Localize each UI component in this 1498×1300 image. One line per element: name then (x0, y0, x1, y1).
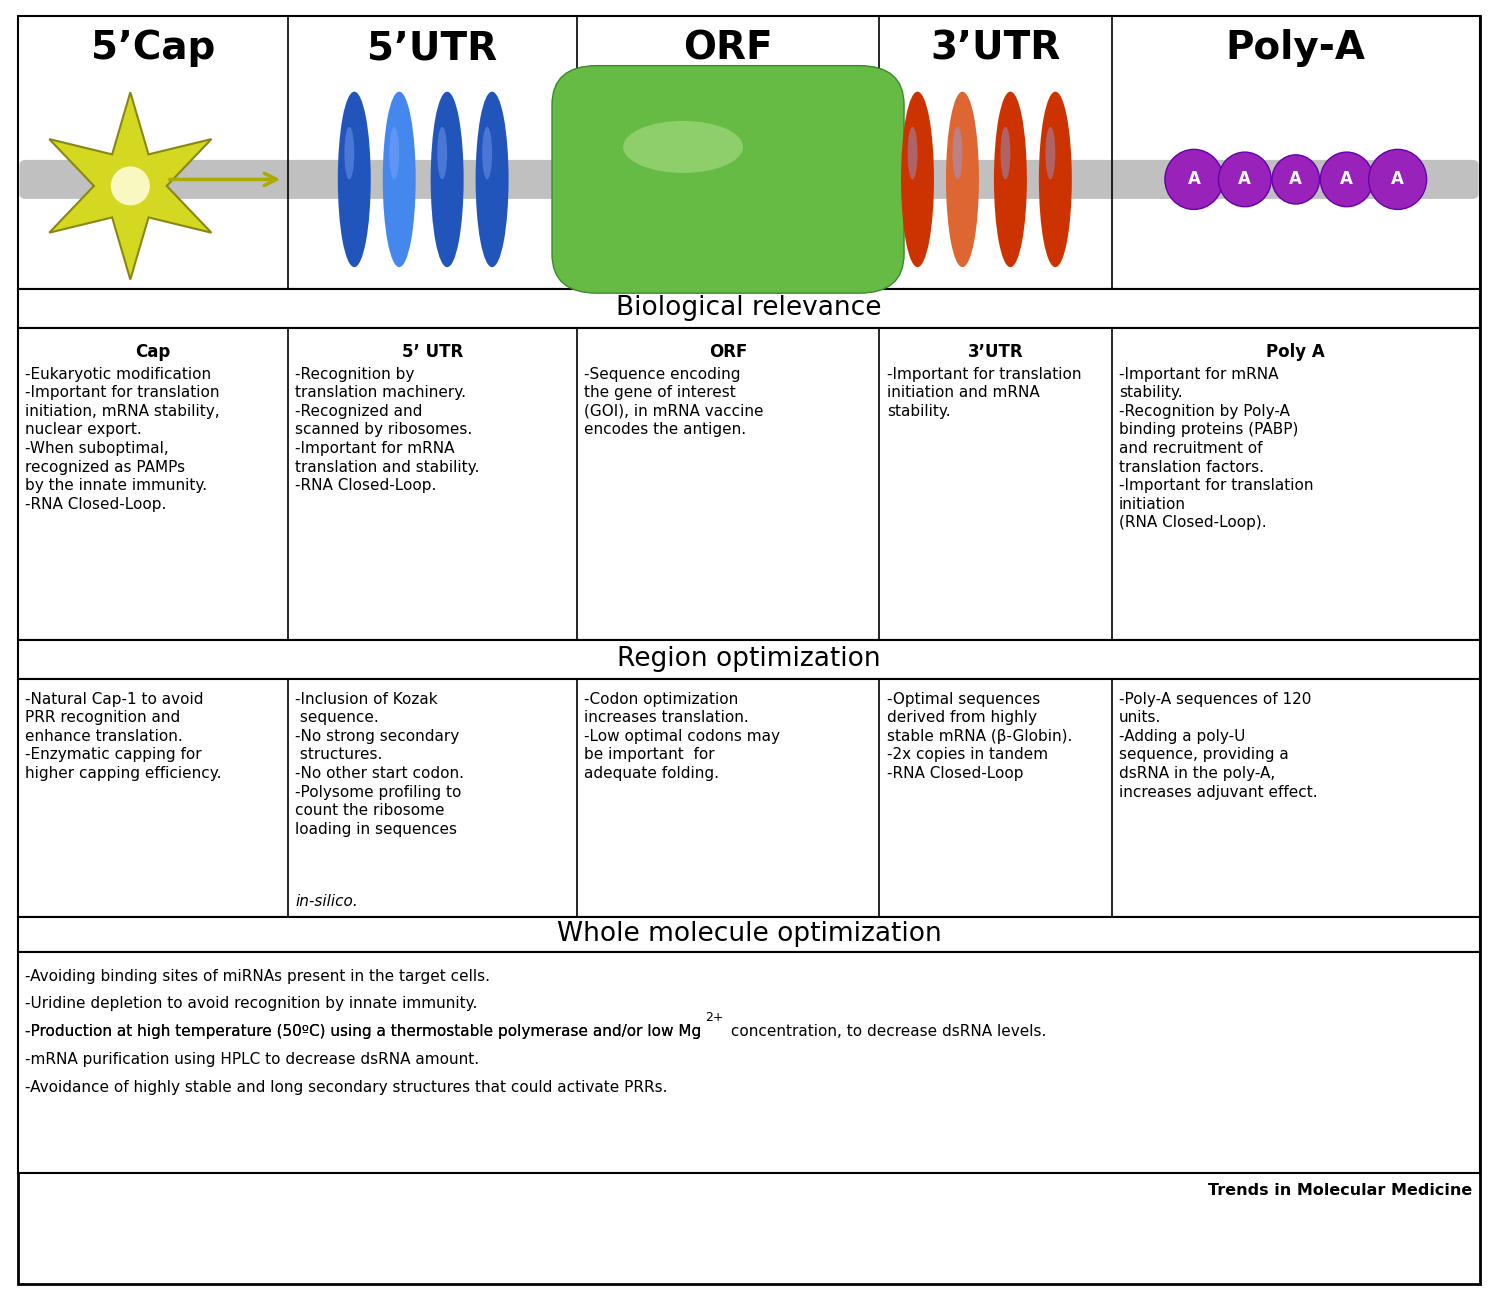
Text: Biological relevance: Biological relevance (616, 295, 882, 321)
Text: 5’ UTR: 5’ UTR (401, 343, 463, 361)
Text: -Recognition by
translation machinery.
-Recognized and
scanned by ribosomes.
-Im: -Recognition by translation machinery. -… (295, 367, 479, 493)
Ellipse shape (1320, 152, 1374, 207)
Ellipse shape (1001, 127, 1010, 179)
FancyBboxPatch shape (19, 160, 1479, 199)
Text: A: A (1341, 170, 1353, 188)
Text: 2+: 2+ (704, 1011, 724, 1024)
FancyBboxPatch shape (551, 66, 903, 294)
Text: -Sequence encoding
the gene of interest
(GOI), in mRNA vaccine
encodes the antig: -Sequence encoding the gene of interest … (584, 367, 764, 437)
Text: A: A (1239, 170, 1251, 188)
Ellipse shape (482, 127, 491, 179)
Text: -Production at high temperature (50ºC) using a thermostable polymerase and/or lo: -Production at high temperature (50ºC) u… (25, 1024, 701, 1040)
Text: -Production at high temperature (50ºC) using a thermostable polymerase and/or lo: -Production at high temperature (50ºC) u… (25, 1024, 701, 1040)
Ellipse shape (475, 92, 508, 268)
FancyBboxPatch shape (18, 679, 1480, 916)
Text: 3’UTR: 3’UTR (968, 343, 1023, 361)
Text: -Inclusion of Kozak
 sequence.
-No strong secondary
 structures.
-No other start: -Inclusion of Kozak sequence. -No strong… (295, 692, 464, 837)
Text: Whole molecule optimization: Whole molecule optimization (557, 920, 941, 946)
Text: -Optimal sequences
derived from highly
stable mRNA (β-Globin).
-2x copies in tan: -Optimal sequences derived from highly s… (887, 692, 1073, 781)
Text: -mRNA purification using HPLC to decrease dsRNA amount.: -mRNA purification using HPLC to decreas… (25, 1053, 479, 1067)
Ellipse shape (382, 92, 415, 268)
Text: ORF: ORF (709, 343, 748, 361)
Text: Trends in Molecular Medicine: Trends in Molecular Medicine (1209, 1183, 1473, 1199)
Text: Poly A: Poly A (1266, 343, 1326, 361)
Text: A: A (1290, 170, 1302, 188)
FancyBboxPatch shape (18, 16, 1480, 1284)
Text: Region optimization: Region optimization (617, 646, 881, 672)
Ellipse shape (431, 92, 464, 268)
Ellipse shape (1369, 150, 1426, 209)
Ellipse shape (389, 127, 398, 179)
Ellipse shape (623, 121, 743, 173)
Text: 3’UTR: 3’UTR (930, 29, 1061, 68)
Text: A: A (1392, 170, 1404, 188)
Ellipse shape (1165, 150, 1222, 209)
Text: -Poly-A sequences of 120
units.
-Adding a poly-U
sequence, providing a
dsRNA in : -Poly-A sequences of 120 units. -Adding … (1119, 692, 1318, 800)
Text: Poly-A: Poly-A (1225, 29, 1366, 68)
Text: -Codon optimization
increases translation.
-Low optimal codons may
be important : -Codon optimization increases translatio… (584, 692, 780, 781)
Text: ORF: ORF (683, 29, 773, 68)
Ellipse shape (908, 127, 917, 179)
Ellipse shape (111, 166, 150, 205)
Text: -Avoidance of highly stable and long secondary structures that could activate PR: -Avoidance of highly stable and long sec… (25, 1080, 668, 1096)
FancyBboxPatch shape (18, 328, 1480, 640)
FancyBboxPatch shape (18, 640, 1480, 679)
Polygon shape (49, 92, 211, 280)
Text: concentration, to decrease dsRNA levels.: concentration, to decrease dsRNA levels. (725, 1024, 1046, 1040)
Ellipse shape (337, 92, 372, 268)
Text: 5’Cap: 5’Cap (90, 29, 216, 68)
Ellipse shape (1218, 152, 1272, 207)
Ellipse shape (947, 92, 978, 268)
Text: -Uridine depletion to avoid recognition by innate immunity.: -Uridine depletion to avoid recognition … (25, 996, 478, 1011)
Ellipse shape (437, 127, 446, 179)
FancyBboxPatch shape (18, 916, 1480, 952)
Text: -Eukaryotic modification
-Important for translation
initiation, mRNA stability,
: -Eukaryotic modification -Important for … (25, 367, 220, 512)
Text: 5’UTR: 5’UTR (367, 29, 497, 68)
Text: A: A (1188, 170, 1200, 188)
Text: -Avoiding binding sites of miRNAs present in the target cells.: -Avoiding binding sites of miRNAs presen… (25, 968, 490, 984)
Text: in-silico.: in-silico. (295, 894, 358, 910)
Ellipse shape (953, 127, 962, 179)
Ellipse shape (993, 92, 1026, 268)
Ellipse shape (1046, 127, 1055, 179)
Text: -Natural Cap-1 to avoid
PRR recognition and
enhance translation.
-Enzymatic capp: -Natural Cap-1 to avoid PRR recognition … (25, 692, 222, 781)
FancyBboxPatch shape (18, 952, 1480, 1173)
Ellipse shape (345, 127, 354, 179)
FancyBboxPatch shape (18, 289, 1480, 328)
Ellipse shape (1040, 92, 1073, 268)
Ellipse shape (900, 92, 933, 268)
Text: -Important for mRNA
stability.
-Recognition by Poly-A
binding proteins (PABP)
an: -Important for mRNA stability. -Recognit… (1119, 367, 1314, 530)
Ellipse shape (1272, 155, 1320, 204)
FancyBboxPatch shape (18, 16, 1480, 289)
Text: -Important for translation
initiation and mRNA
stability.: -Important for translation initiation an… (887, 367, 1082, 419)
Text: Cap: Cap (135, 343, 171, 361)
